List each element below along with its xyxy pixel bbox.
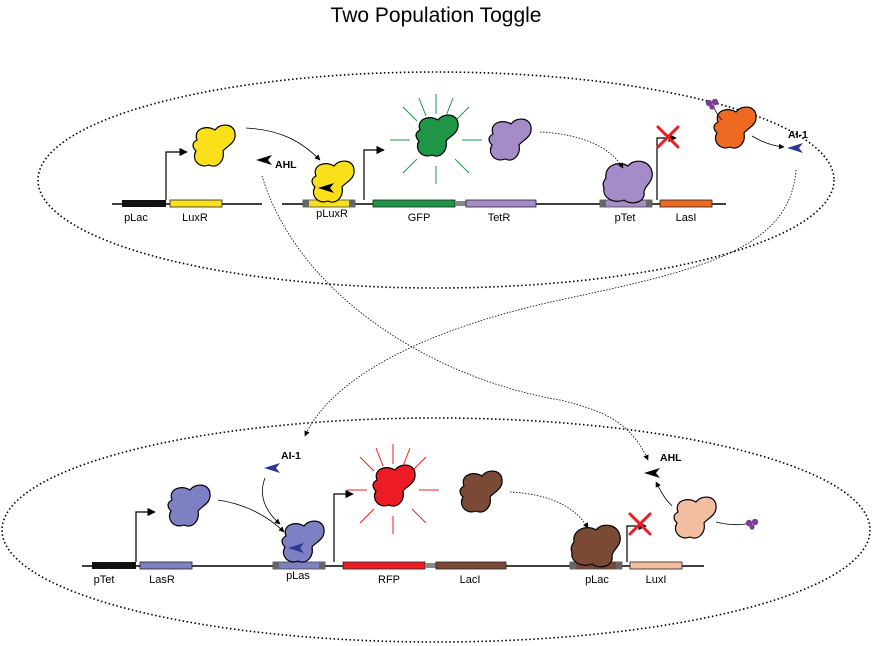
ptet-label: pTet (94, 574, 115, 586)
luxi-protein (673, 496, 717, 539)
spacer (425, 563, 436, 568)
flow-arrow (509, 491, 589, 529)
bottom-cell: pTet LasR pLas RFP LacI pLac LuxI (82, 443, 759, 586)
laci-gene (435, 561, 507, 570)
transcription-arrow (333, 489, 354, 562)
ai1-label: AI-1 (788, 129, 808, 141)
flow-arrow (539, 131, 624, 169)
substrate-icon (715, 518, 759, 530)
rfp-protein (372, 464, 416, 507)
plac-promoter (122, 200, 166, 207)
rfp-label: RFP (378, 574, 400, 586)
ai1-signal-icon (264, 463, 280, 473)
luxr-label: LuxR (182, 212, 208, 224)
laci-bound-protein (570, 524, 621, 568)
plac-cap (616, 562, 622, 569)
spacer (455, 201, 466, 206)
ahl-signal-icon (256, 155, 272, 165)
lasr-label: LasR (149, 574, 175, 586)
bottom-cell-membrane (1, 417, 871, 643)
lasi-label: LasI (676, 212, 697, 224)
luxr-protein (192, 124, 236, 167)
plas-promoter (272, 561, 326, 570)
lasr-ai1-complex (281, 520, 325, 563)
ahl-label: AHL (275, 159, 297, 171)
pluxr-cap (349, 200, 355, 207)
plas-label: pLas (286, 570, 310, 582)
flow-arrow (262, 477, 281, 525)
top-cell-membrane (37, 71, 835, 289)
lasi-protein (713, 106, 757, 149)
rfp-gene (342, 561, 426, 570)
ptet-label: pTet (615, 212, 636, 224)
flow-arrow (751, 135, 785, 150)
transcription-arrow (656, 133, 677, 200)
transcription-arrow (135, 507, 156, 562)
lasr-gene (139, 561, 193, 570)
top-cell: pLac LuxR pLuxR GFP TetR pTet LasI (112, 93, 808, 224)
tetr-label: TetR (488, 212, 511, 224)
blocked-x-icon (628, 512, 652, 536)
flow-arrow (655, 481, 673, 507)
transcription-arrow (165, 147, 188, 200)
transcription-arrow (363, 145, 385, 200)
laci-protein (459, 470, 503, 513)
ahl-label: AHL (660, 452, 682, 464)
plac-label: pLac (585, 574, 609, 586)
ptet-cap (600, 200, 606, 207)
ahl-diffusion-path (261, 175, 649, 461)
plas-cap (319, 562, 325, 569)
plac-cap (570, 562, 576, 569)
substrate-icon (705, 98, 723, 121)
gfp-protein (415, 114, 459, 157)
laci-label: LacI (460, 574, 481, 586)
ai1-signal-icon (787, 143, 803, 153)
luxi-gene (629, 561, 683, 570)
pluxr-label: pLuxR (316, 208, 348, 220)
gfp-gene (372, 199, 456, 208)
flow-arrow (217, 499, 285, 533)
luxi-label: LuxI (646, 574, 667, 586)
luxr-gene (169, 199, 223, 208)
lasi-gene (659, 199, 713, 208)
flow-arrow (245, 127, 321, 161)
luxr-ahl-complex (311, 160, 355, 203)
ptet-cap (646, 200, 652, 207)
tetr-gene (465, 199, 537, 208)
tetr-bound-protein (602, 160, 653, 204)
pluxr-cap (303, 200, 309, 207)
ptet-promoter (92, 562, 136, 569)
diagram-title: Two Population Toggle (331, 4, 542, 27)
tetr-protein (488, 118, 532, 161)
ai1-label: AI-1 (281, 450, 301, 462)
ai1-diffusion-path (304, 169, 797, 437)
lasr-protein (167, 484, 211, 527)
blocked-x-icon (656, 125, 680, 149)
ahl-signal-icon (644, 468, 660, 478)
transcription-arrow (626, 521, 647, 562)
plac-label: pLac (124, 212, 148, 224)
plas-cap (273, 562, 279, 569)
gfp-label: GFP (408, 212, 431, 224)
